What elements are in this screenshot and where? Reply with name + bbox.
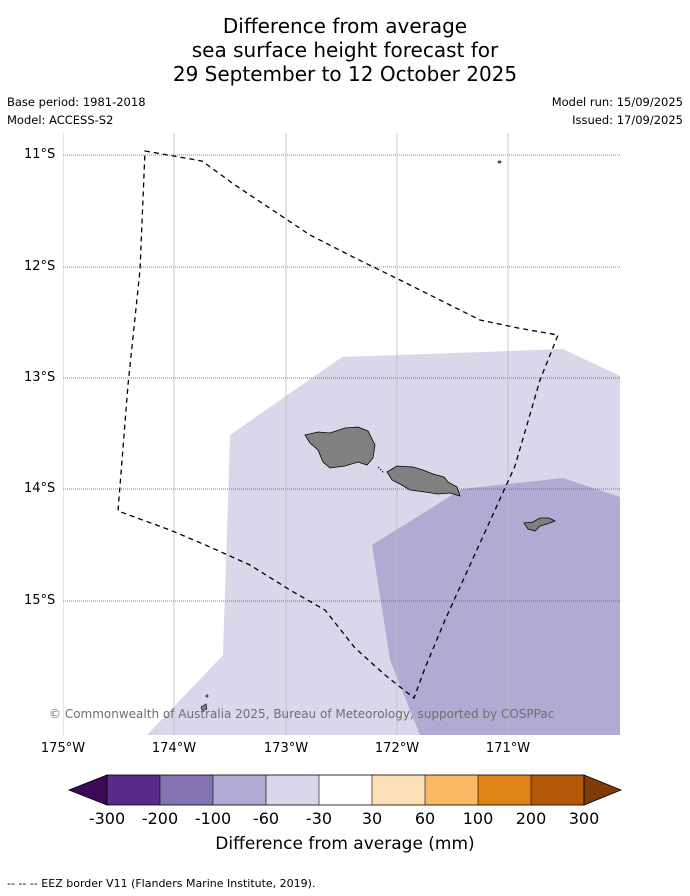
colorbar-tick: 300: [568, 809, 600, 828]
anomaly-band-dark: [372, 478, 620, 735]
colorbar-segment-2: [160, 775, 213, 805]
colorbar-tick: 100: [462, 809, 494, 828]
colorbar-tick: -30: [305, 809, 333, 828]
issued-date: Issued: 17/09/2025: [572, 113, 683, 127]
map-title: Difference from average sea surface heig…: [0, 14, 690, 86]
island-savaii: [304, 426, 376, 469]
map-area: [63, 133, 620, 735]
colorbar-tick: -300: [88, 809, 126, 828]
island-small-north: [497, 160, 502, 164]
lon-label-173w: 173°W: [263, 741, 309, 756]
lat-label-12s: 12°S: [24, 259, 56, 274]
lat-label-11s: 11°S: [24, 147, 56, 162]
colorbar-segment-5: [319, 775, 372, 805]
lat-label-15s: 15°S: [24, 593, 56, 608]
colorbar-extend-low: [67, 774, 108, 806]
lat-label-14s: 14°S: [24, 481, 56, 496]
colorbar-segment-4: [266, 775, 319, 805]
colorbar-label: Difference from average (mm): [215, 834, 475, 854]
colorbar-tick: -100: [194, 809, 232, 828]
eez-border: [117, 150, 559, 700]
island-small-south-2: [205, 694, 209, 698]
gridlines: [63, 133, 620, 735]
lon-label-172w: 172°W: [374, 741, 420, 756]
base-period: Base period: 1981-2018: [7, 95, 146, 109]
title-line-3: 29 September to 12 October 2025: [172, 62, 518, 86]
colorbar-outline: [106, 774, 585, 806]
islet-chain: [377, 466, 385, 474]
colorbar-extend-high: [583, 774, 623, 806]
island-tutuila: [523, 517, 556, 532]
colorbar-tick: 60: [414, 809, 436, 828]
colorbar-tick: 200: [515, 809, 547, 828]
colorbar-segment-7: [425, 775, 478, 805]
colorbar-segment-3: [213, 775, 266, 805]
island-upolu: [386, 465, 461, 497]
title-line-1: Difference from average: [222, 14, 468, 38]
colorbar-segment-6: [372, 775, 425, 805]
lon-label-175w: 175°W: [40, 741, 86, 756]
eez-footnote: -- -- -- EEZ border V11 (Flanders Marine…: [7, 877, 316, 890]
model-run: Model run: 15/09/2025: [551, 95, 683, 109]
colorbar-segment-8: [478, 775, 531, 805]
colorbar-tick: 30: [361, 809, 383, 828]
copyright-notice: © Commonwealth of Australia 2025, Bureau…: [49, 707, 555, 721]
island-small-south: [200, 703, 208, 712]
lon-label-174w: 174°W: [151, 741, 197, 756]
colorbar-tick: -60: [252, 809, 280, 828]
model-name: Model: ACCESS-S2: [7, 113, 114, 127]
colorbar-segment-1: [107, 775, 160, 805]
colorbar: [67, 774, 623, 806]
colorbar-tick: -200: [141, 809, 179, 828]
lon-label-171w: 171°W: [485, 741, 531, 756]
title-line-2: sea surface height forecast for: [191, 38, 499, 62]
colorbar-segment-9: [531, 775, 584, 805]
lat-label-13s: 13°S: [24, 370, 56, 385]
